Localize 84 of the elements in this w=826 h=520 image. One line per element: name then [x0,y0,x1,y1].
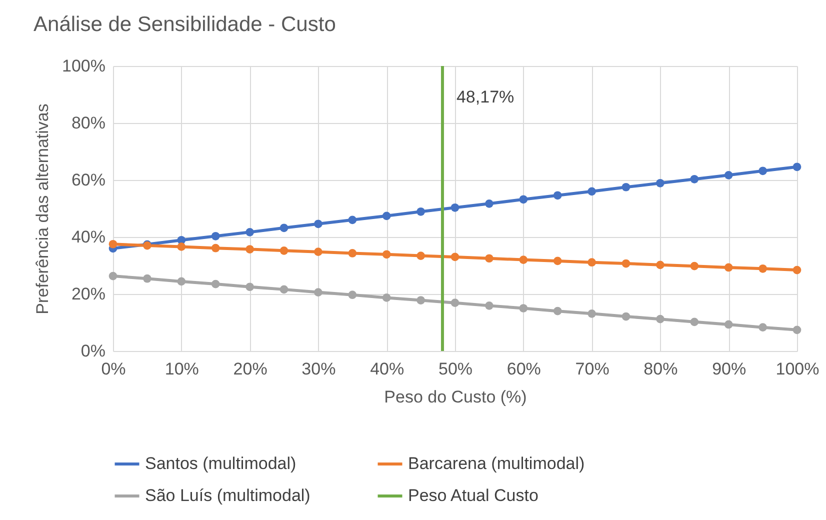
y-tick-label: 20% [71,284,106,304]
y-tick-label: 0% [80,342,106,360]
point [519,256,528,264]
point [724,263,733,272]
point [246,228,254,236]
x-tick-label: 10% [164,360,199,378]
x-tick-label: 30% [302,360,336,378]
point [656,260,664,270]
point [724,170,733,180]
y-axis-title: Preferência das alternativas [33,104,52,314]
point [588,258,596,267]
point [211,232,220,240]
x-tick-label: 40% [370,360,404,378]
point [280,224,288,232]
point [211,244,220,252]
point [485,302,494,310]
point [622,312,630,321]
point [519,195,528,204]
point [108,272,118,280]
point [314,220,322,228]
point [690,318,699,326]
x-tick-label: 60% [506,360,541,378]
point [177,277,186,286]
point [416,252,425,260]
x-tick-label: 0% [101,360,126,378]
point [792,162,802,172]
point [758,166,767,176]
chart-title: Análise de Sensibilidade - Custo [34,13,336,36]
point [382,250,391,259]
point [382,212,391,220]
point [792,266,802,274]
point [519,304,528,312]
point [348,216,357,224]
point [314,288,322,296]
x-tick-label: 80% [644,360,678,378]
x-tick-label: 90% [712,360,746,378]
point [485,254,494,263]
legend-label: Santos (multimodal) [145,454,296,473]
point [588,309,596,318]
point [690,262,699,270]
x-tick-label: 100% [776,360,820,378]
point [246,245,254,254]
point [314,248,322,256]
point [622,182,630,192]
point [758,264,767,273]
point [656,314,664,324]
point [143,274,152,283]
x-tick-label: 20% [233,360,268,378]
annotation: 48,17% [456,87,514,106]
point [246,282,254,292]
point [588,187,596,196]
point [450,252,460,262]
legend-label: Barcarena (multimodal) [408,454,585,473]
point [348,249,357,258]
point [792,326,802,334]
point [108,240,118,248]
point [382,294,391,302]
point [416,296,425,304]
point [280,246,288,255]
y-tick-label: 80% [71,114,106,132]
point [553,256,562,266]
point [348,290,357,300]
point [553,306,562,316]
y-tick-label: 100% [62,56,106,76]
legend-label: Peso Atual Custo [408,486,538,505]
point [450,298,460,308]
point [724,320,733,329]
point [177,242,186,251]
point [450,203,460,212]
point [690,174,699,184]
point [622,259,630,268]
point [758,323,767,332]
legend-label: São Luís (multimodal) [145,486,310,505]
point [211,280,220,288]
point [416,207,425,216]
point [553,191,562,200]
x-axis-title: Peso do Custo (%) [384,388,527,406]
point [656,178,664,188]
point [280,285,288,294]
point [485,199,494,208]
y-tick-label: 60% [71,170,106,190]
x-tick-label: 50% [438,360,473,378]
x-tick-label: 70% [575,360,610,378]
y-tick-label: 40% [71,228,106,246]
